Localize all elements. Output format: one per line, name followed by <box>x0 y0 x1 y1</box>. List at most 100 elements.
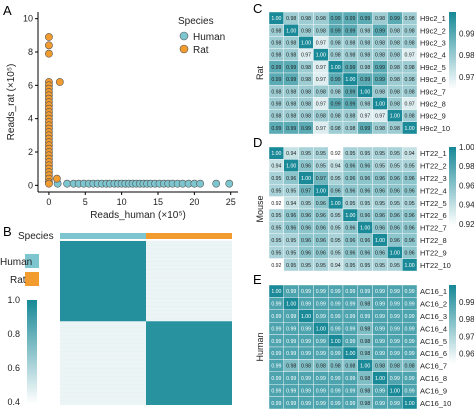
cell-value-label: 1.00 <box>360 364 370 370</box>
cell-value-label: 0.98 <box>360 28 370 34</box>
panel-label-a: A <box>3 3 12 18</box>
cell-value-label: 0.96 <box>390 226 400 232</box>
colorbar-segment <box>449 29 456 33</box>
cell-value-label: 0.95 <box>390 263 400 269</box>
human-heatmap-panel: 1.00 0.99 0.99 0.99 0.99 0.99 0.99 0.99 0.99 0.99… <box>255 284 474 410</box>
cell-value-label: 0.99 <box>345 339 355 345</box>
colorbar-segment <box>27 399 37 403</box>
cell-value-label: 0.95 <box>271 250 281 256</box>
cell-value-label: 0.98 <box>301 28 311 34</box>
colorbar-segment <box>27 348 37 352</box>
colorbar-segment <box>449 64 456 68</box>
cell-value-label: 0.96 <box>301 250 311 256</box>
cell-value-label: 0.98 <box>271 102 281 108</box>
y-axis-title: Reads_rat (×10⁵) <box>6 64 17 141</box>
cell-value-label: 0.99 <box>360 77 370 83</box>
heatmap-cell <box>402 396 418 410</box>
colorbar-segment <box>27 366 37 370</box>
cell-value-label: 0.99 <box>301 351 311 357</box>
row-label: H9c2_9 <box>420 112 446 121</box>
colorbar-segment <box>449 37 456 41</box>
cell-value-label: 1.00 <box>271 151 281 157</box>
row-label: AC16_8 <box>420 374 447 383</box>
colorbar-segment <box>449 305 456 309</box>
cell-value-label: 0.99 <box>301 289 311 295</box>
row-label: HT22_4 <box>420 186 447 195</box>
cell-value-label: 1.00 <box>405 126 415 132</box>
cell-value-label: 0.95 <box>360 201 370 207</box>
cell-value-label: 0.96 <box>316 226 326 232</box>
colorbar-segment <box>27 312 37 316</box>
colorbar-tick-label: 0.98 <box>459 51 474 60</box>
cell-value-label: 0.97 <box>405 53 415 59</box>
colorbar-segment <box>27 338 37 342</box>
cell-value-label: 0.98 <box>405 114 415 120</box>
rat-point <box>45 41 53 50</box>
legend-marker-rat <box>179 44 189 54</box>
cell-value-label: 0.99 <box>331 77 341 83</box>
colorbar-segment <box>27 389 37 393</box>
colorbar-tick-label: 0.96 <box>459 181 474 190</box>
cell-value-label: 0.99 <box>271 351 281 357</box>
colorbar-segment <box>449 164 456 169</box>
cell-value-label: 0.95 <box>405 201 415 207</box>
cell-value-label: 0.99 <box>271 77 281 83</box>
colorbar-segment <box>27 356 37 360</box>
colorbar-segment <box>449 32 456 36</box>
cell-value-label: 0.99 <box>286 351 296 357</box>
cell-value-label: 0.98 <box>405 16 415 22</box>
heatmap-cell <box>402 121 418 135</box>
colorbar-segment <box>449 14 456 18</box>
cell-value-label: 0.99 <box>405 302 415 308</box>
cell-value-label: 0.96 <box>360 238 370 244</box>
legend-title: Species <box>178 16 214 27</box>
panel-label-b: B <box>3 224 12 239</box>
cell-value-label: 0.95 <box>301 201 311 207</box>
cell-value-label: 0.99 <box>345 16 355 22</box>
cell-value-label: 0.99 <box>345 326 355 332</box>
cell-value-label: 1.00 <box>271 16 281 22</box>
cell-value-label: 0.96 <box>375 176 385 182</box>
row-label: HT22_10 <box>420 261 451 270</box>
cell-value-label: 0.96 <box>360 188 370 194</box>
cell-value-label: 0.99 <box>301 326 311 332</box>
colorbar-segment <box>449 320 456 324</box>
cell-value-label: 0.97 <box>301 188 311 194</box>
cell-value-label: 0.98 <box>331 126 341 132</box>
cell-value-label: 0.99 <box>271 302 281 308</box>
rat-point <box>55 78 64 86</box>
y-tick-label: 8 <box>28 47 33 57</box>
cell-value-label: 0.99 <box>316 351 326 357</box>
cell-value-label: 0.99 <box>331 28 341 34</box>
cell-value-label: 1.00 <box>316 326 326 332</box>
cell-value-label: 0.98 <box>360 388 370 394</box>
cell-value-label: 0.99 <box>286 314 296 320</box>
cell-value-label: 0.99 <box>331 326 341 332</box>
cell-value-label: 0.99 <box>345 388 355 394</box>
cell-value-label: 0.99 <box>331 314 341 320</box>
cell-value-label: 0.99 <box>331 401 341 407</box>
cell-value-label: 0.95 <box>331 176 341 182</box>
cell-value-label: 0.96 <box>301 238 311 244</box>
cell-value-label: 0.98 <box>286 16 296 22</box>
cell-value-label: 0.98 <box>390 28 400 34</box>
colorbar-segment <box>449 308 456 312</box>
cell-value-label: 0.99 <box>405 388 415 394</box>
row-label: HT22_1 <box>420 149 447 158</box>
colorbar-segment <box>449 77 456 81</box>
colorbar-segment <box>449 287 456 291</box>
cell-value-label: 0.95 <box>331 213 341 219</box>
cell-value-label: 1.00 <box>316 53 326 59</box>
row-label: H9c2_5 <box>420 63 446 72</box>
cell-value-label: 0.99 <box>345 102 355 108</box>
cell-value-label: 0.98 <box>331 89 341 95</box>
legend-label-human: Human <box>193 32 225 43</box>
cell-value-label: 0.96 <box>301 164 311 170</box>
cell-value-label: 0.96 <box>390 188 400 194</box>
annotation-bar-rat <box>146 233 232 239</box>
cell-value-label: 0.98 <box>345 126 355 132</box>
cell-value-label: 1.00 <box>375 376 385 382</box>
scatter-panel: 0 5 10 15 20 25 0 2 4 6 8 10 Reads_human (×10⁵) Reads… <box>6 12 238 221</box>
row-label: AC16_6 <box>420 349 447 358</box>
